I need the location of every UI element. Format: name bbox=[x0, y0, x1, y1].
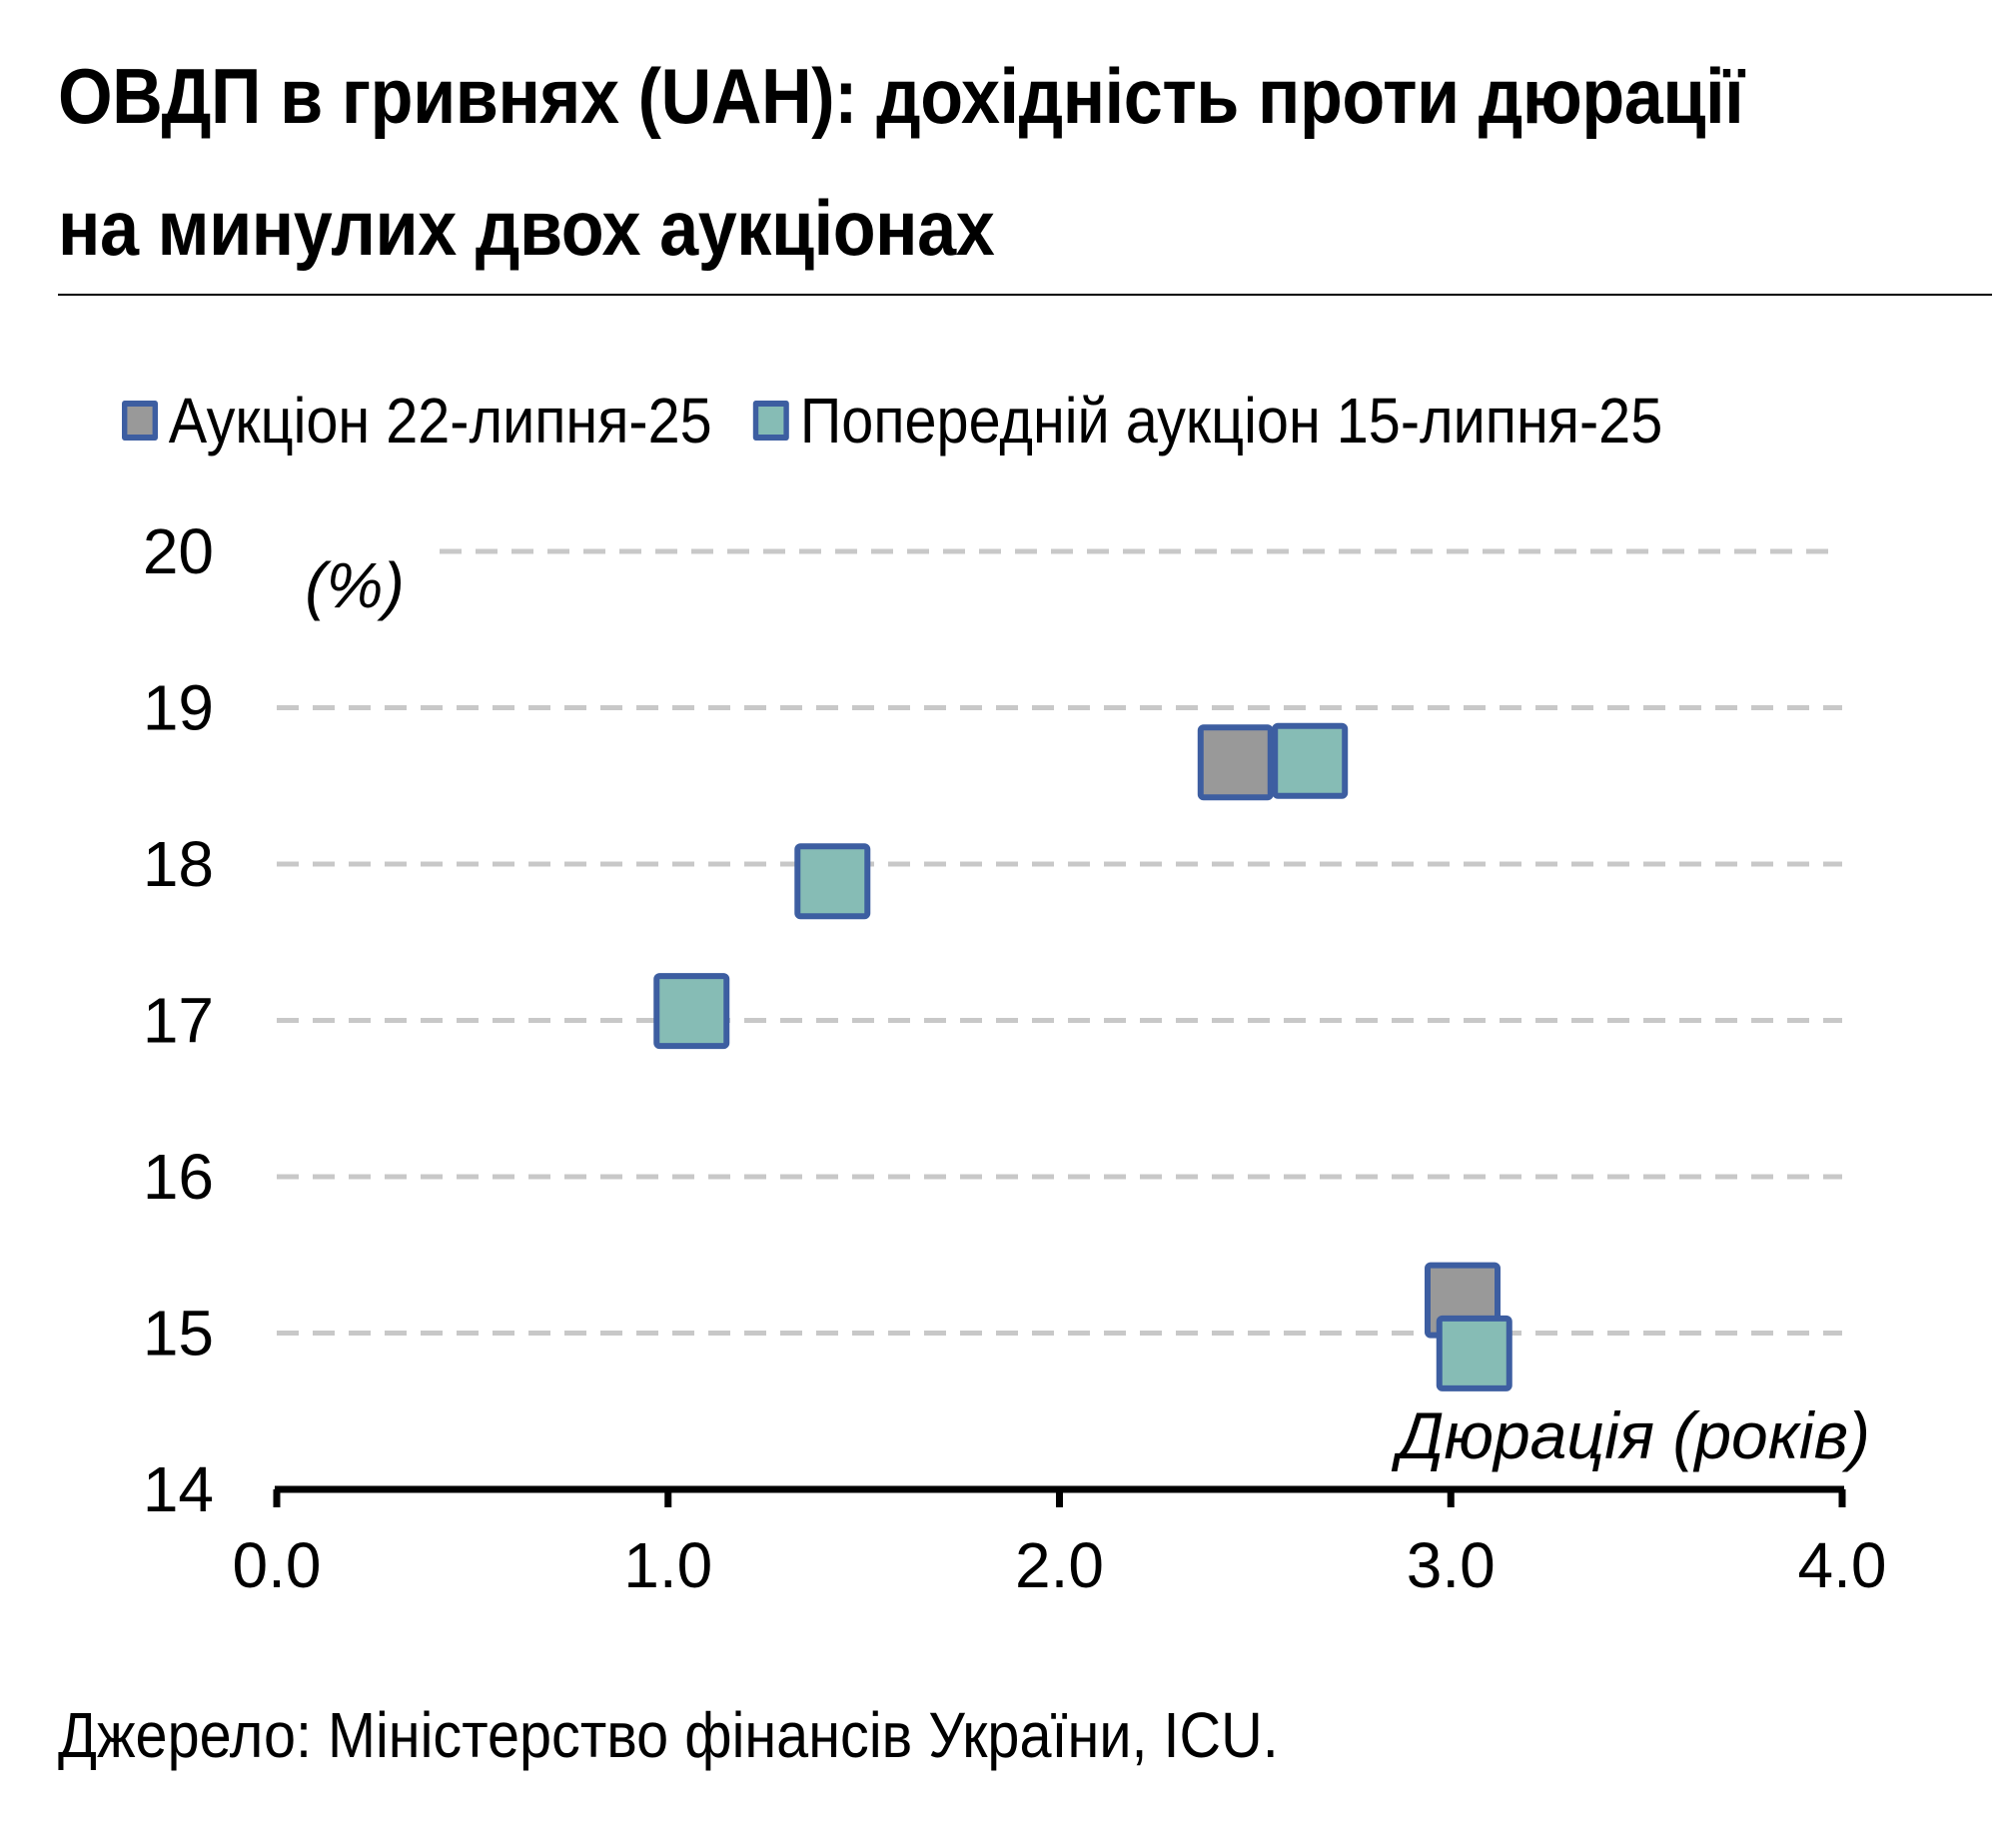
x-tick-label-3.0: 3.0 bbox=[1407, 1529, 1496, 1601]
legend-swatch-previous bbox=[753, 401, 790, 441]
x-axis-label: Дюрація (років) bbox=[1391, 1398, 1870, 1472]
y-tick-label-18: 18 bbox=[143, 828, 214, 900]
legend-swatch-current bbox=[122, 401, 158, 441]
scatter-chart: 14 15 16 17 18 19 20 0.0 1.0 2.0 3.0 4.0 (%) Дюрація … bbox=[143, 515, 1887, 1601]
legend-item-previous: Попередній аукціон 15-липня-25 bbox=[753, 384, 1662, 458]
point-series1-2 bbox=[1272, 722, 1349, 799]
x-tick-label-0.0: 0.0 bbox=[233, 1529, 322, 1601]
chart-title: ОВДП в гривнях (UAH): дохідність проти д… bbox=[58, 52, 1744, 272]
y-tick-label-14: 14 bbox=[143, 1453, 214, 1525]
y-tick-label-20: 20 bbox=[143, 515, 214, 587]
y-tick-label-16: 16 bbox=[143, 1141, 214, 1213]
x-tick-label-4.0: 4.0 bbox=[1798, 1529, 1887, 1601]
y-tick-label-17: 17 bbox=[143, 985, 214, 1057]
x-tick-label-2.0: 2.0 bbox=[1015, 1529, 1104, 1601]
legend-label-previous: Попередній аукціон 15-липня-25 bbox=[799, 385, 1663, 457]
title-divider bbox=[58, 294, 1992, 296]
x-tick-label-1.0: 1.0 bbox=[623, 1529, 712, 1601]
point-series1-3 bbox=[1436, 1315, 1512, 1391]
y-tick-label-15: 15 bbox=[143, 1298, 214, 1370]
legend-label-current: Аукціон 22-липня-25 bbox=[168, 385, 712, 457]
legend: Аукціон 22-липня-25 Попередній аукціон 1… bbox=[122, 378, 1704, 463]
legend-item-current: Аукціон 22-липня-25 bbox=[122, 384, 712, 458]
point-series1-0 bbox=[653, 973, 730, 1050]
point-series1-1 bbox=[794, 843, 871, 920]
source-note: Джерело: Міністерство фінансів України, … bbox=[58, 1699, 1279, 1771]
y-tick-label-19: 19 bbox=[143, 672, 214, 744]
y-axis-label: (%) bbox=[305, 549, 405, 621]
point-series0-0 bbox=[1197, 724, 1274, 801]
